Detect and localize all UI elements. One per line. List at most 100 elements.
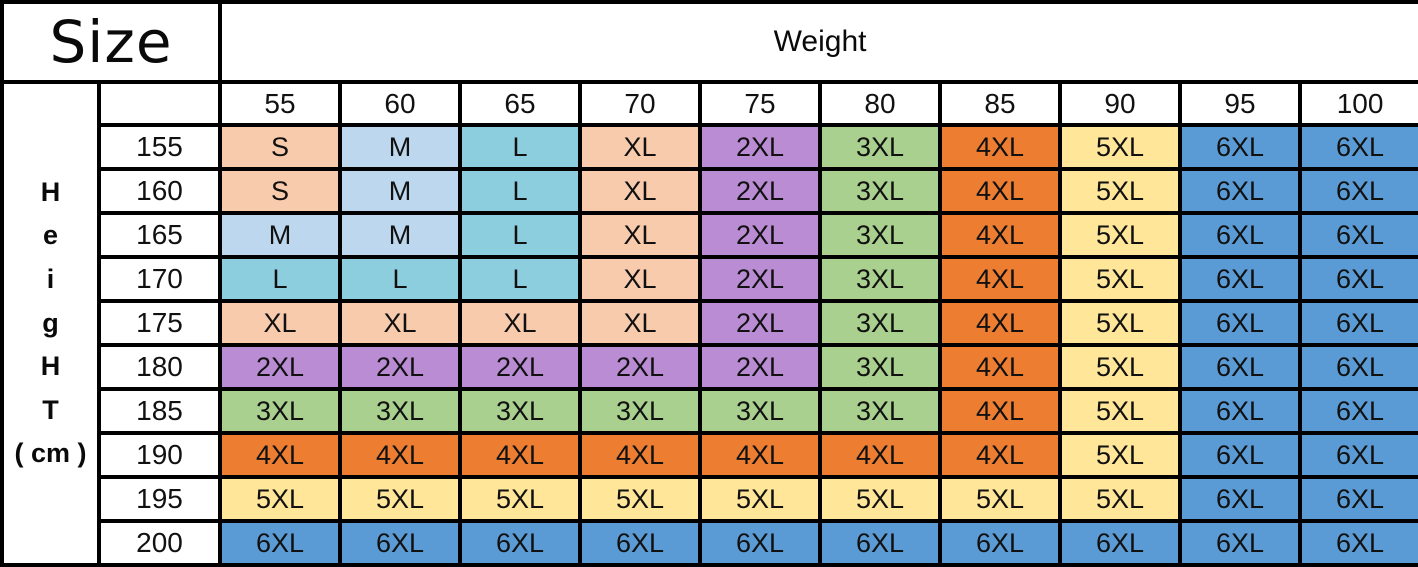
size-value-cell: 2XL (698, 123, 822, 171)
table-row: 155 S M L XL 2XL 3XL 4XL 5XL 6XL 6XL (2, 123, 1418, 171)
height-axis-letter (6, 127, 95, 171)
size-value-cell: 5XL (818, 475, 942, 523)
height-axis-letter (6, 519, 95, 561)
size-value-cell: 4XL (938, 167, 1062, 215)
size-value-cell: 5XL (1058, 255, 1182, 303)
size-value-cell: 6XL (1178, 255, 1302, 303)
weight-value-header: 65 (458, 80, 582, 127)
size-value-cell: 2XL (698, 255, 822, 303)
size-value-cell: 6XL (698, 519, 822, 567)
size-value-cell: 4XL (818, 431, 942, 479)
size-value-cell: 4XL (938, 255, 1062, 303)
size-value-cell: XL (578, 123, 702, 171)
size-value-cell: 6XL (1297, 519, 1418, 567)
size-value-cell: M (218, 211, 342, 259)
size-value-cell: 5XL (1058, 343, 1182, 391)
size-value-cell: 6XL (338, 519, 462, 567)
size-value-cell: 4XL (458, 431, 582, 479)
table-row: 165 M M L XL 2XL 3XL 4XL 5XL 6XL 6XL (2, 211, 1418, 259)
size-value-cell: 5XL (338, 475, 462, 523)
size-value-cell: 5XL (938, 475, 1062, 523)
size-value-cell: XL (578, 167, 702, 215)
size-value-cell: S (218, 167, 342, 215)
size-value-cell: L (458, 123, 582, 171)
size-value-cell: 6XL (1297, 167, 1418, 215)
table-row: 170 L L L XL 2XL 3XL 4XL 5XL 6XL 6XL (2, 255, 1418, 303)
size-value-cell: 3XL (818, 211, 942, 259)
size-value-cell: 5XL (1058, 299, 1182, 347)
size-value-cell: 6XL (1297, 343, 1418, 391)
size-value-cell: M (338, 211, 462, 259)
size-value-cell: 6XL (818, 519, 942, 567)
table-row: 195 5XL 5XL 5XL 5XL 5XL 5XL 5XL 5XL 6XL 6XL (2, 475, 1418, 523)
size-title: Size (0, 0, 222, 84)
size-value-cell: 6XL (578, 519, 702, 567)
size-value-cell: L (458, 167, 582, 215)
height-value-header: 165 (97, 211, 222, 259)
size-value-cell: 4XL (218, 431, 342, 479)
size-value-cell: 6XL (1297, 255, 1418, 303)
size-value-cell: 2XL (698, 343, 822, 391)
size-value-cell: M (338, 123, 462, 171)
size-value-cell: 6XL (1178, 519, 1302, 567)
size-value-cell: 2XL (458, 343, 582, 391)
size-value-cell: 5XL (1058, 475, 1182, 523)
size-value-cell: L (458, 211, 582, 259)
size-value-cell: XL (578, 299, 702, 347)
size-value-cell: 4XL (938, 343, 1062, 391)
height-axis-spacer (6, 86, 95, 127)
weight-axis-title: Weight (217, 0, 1418, 84)
size-value-cell: 4XL (938, 387, 1062, 435)
size-value-cell: 6XL (218, 519, 342, 567)
size-value-cell: 3XL (218, 387, 342, 435)
height-axis-letter: i (46, 264, 55, 295)
height-value-header: 155 (97, 123, 222, 171)
size-value-cell: 5XL (458, 475, 582, 523)
size-value-cell: 6XL (1297, 387, 1418, 435)
size-value-cell: 3XL (818, 387, 942, 435)
weight-value-header: 60 (338, 80, 462, 127)
weight-value-header: 100 (1297, 80, 1418, 127)
size-value-cell: 5XL (698, 475, 822, 523)
size-value-cell: 6XL (1178, 299, 1302, 347)
height-axis-letter: g (42, 307, 59, 338)
size-value-cell: 4XL (938, 431, 1062, 479)
weight-value-header: 55 (218, 80, 342, 127)
weight-value-header: 90 (1058, 80, 1182, 127)
size-value-cell: 6XL (1297, 475, 1418, 523)
size-value-cell: 6XL (1178, 167, 1302, 215)
height-axis-letter (6, 476, 95, 520)
size-value-cell: 3XL (818, 343, 942, 391)
size-value-cell: 4XL (938, 211, 1062, 259)
weight-value-header: 70 (578, 80, 702, 127)
size-value-cell: 2XL (698, 211, 822, 259)
size-value-cell: L (218, 255, 342, 303)
size-value-cell: 5XL (1058, 123, 1182, 171)
weight-value-header: 95 (1178, 80, 1302, 127)
size-value-cell: 6XL (1297, 211, 1418, 259)
height-axis-letter: H (40, 176, 61, 207)
size-value-cell: 5XL (578, 475, 702, 523)
height-axis-letter: T (42, 394, 59, 425)
size-value-cell: 3XL (338, 387, 462, 435)
size-value-cell: 6XL (1297, 299, 1418, 347)
size-value-cell: 2XL (698, 167, 822, 215)
size-value-cell: 5XL (1058, 211, 1182, 259)
size-value-cell: L (338, 255, 462, 303)
size-value-cell: 6XL (1297, 431, 1418, 479)
size-value-cell: 6XL (458, 519, 582, 567)
size-value-cell: XL (458, 299, 582, 347)
size-value-cell: S (218, 123, 342, 171)
size-value-cell: 5XL (1058, 387, 1182, 435)
size-value-cell: XL (218, 299, 342, 347)
table-row: 200 6XL 6XL 6XL 6XL 6XL 6XL 6XL 6XL 6XL 6XL (2, 519, 1418, 567)
size-value-cell: 6XL (1178, 431, 1302, 479)
corner-empty-cell (97, 80, 222, 127)
size-value-cell: 4XL (338, 431, 462, 479)
height-value-header: 175 (97, 299, 222, 347)
size-value-cell: 3XL (458, 387, 582, 435)
size-value-cell: 2XL (338, 343, 462, 391)
